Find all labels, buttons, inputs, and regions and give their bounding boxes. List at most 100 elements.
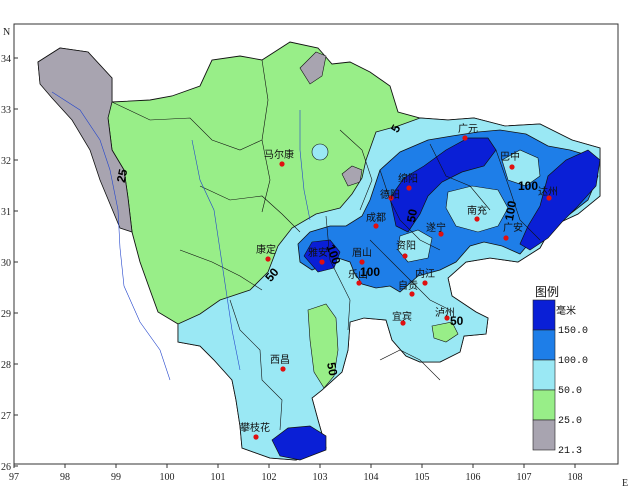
city-dot [474, 216, 480, 222]
contour-label: 100 [502, 199, 519, 221]
lat-tick-label: 30 [1, 258, 11, 269]
contour-label: 100 [323, 243, 343, 267]
city-dot [279, 161, 285, 167]
city-dot [503, 235, 509, 241]
lat-tick-label: 27 [1, 411, 11, 422]
city-dot [280, 366, 286, 372]
latitude-ticks: 34 33 32 31 30 29 28 27 26 [1, 54, 18, 473]
city-dot [444, 315, 450, 321]
city-label: 泸州 [435, 307, 455, 319]
lon-tick-label: 108 [568, 472, 583, 483]
city-label: 雅安 [308, 246, 328, 259]
city-label: 德阳 [380, 188, 400, 201]
city-dot [406, 185, 412, 191]
city-label: 成都 [366, 212, 386, 224]
city-dot [319, 259, 325, 265]
legend-label: 25.0 [558, 416, 582, 427]
city-label: 巴中 [500, 150, 520, 163]
lat-tick-label: 31 [1, 207, 11, 218]
contour-label: 25 [114, 167, 131, 183]
city-label: 西昌 [270, 354, 290, 366]
lat-tick-label: 34 [1, 54, 11, 65]
rivers [51, 91, 311, 381]
city-dot [400, 320, 406, 326]
legend-label: 100.0 [558, 356, 588, 367]
zone-green-island-southeast [431, 321, 459, 343]
city-label: 马尔康 [264, 148, 294, 161]
legend-swatch [532, 389, 556, 421]
city-label: 资阳 [396, 240, 416, 252]
longitude-ticks: 97 98 99 100 101 102 103 104 105 106 107 108 [9, 464, 583, 483]
city-label: 自贡 [398, 279, 418, 292]
lon-tick-label: 103 [313, 472, 328, 483]
zone-green-island-south [307, 303, 339, 389]
city-dot [359, 259, 365, 265]
city-label: 广安 [503, 221, 523, 234]
city-dot [265, 256, 271, 262]
legend-swatch [532, 359, 556, 391]
city-dot [356, 280, 362, 286]
contour-label: 50 [450, 314, 464, 328]
city-dot [388, 195, 394, 201]
city-label: 广元 [458, 123, 478, 135]
zone-gray-west [37, 47, 133, 233]
lat-tick-label: 33 [1, 105, 11, 116]
lon-tick-label: 98 [60, 472, 70, 483]
contour-label: 100 [360, 265, 380, 279]
zone-150-plus-yaan [303, 239, 341, 273]
city-label: 乐山 [348, 269, 368, 281]
lon-tick-label: 97 [9, 472, 19, 483]
lon-tick-label: 101 [211, 472, 226, 483]
zone-cyan-hole-bazhong [501, 149, 541, 187]
lon-tick-label: 100 [160, 472, 175, 483]
city-dot [409, 291, 415, 297]
lon-tick-label: 102 [262, 472, 277, 483]
lat-tick-label: 28 [1, 360, 11, 371]
city-label: 攀枝花 [240, 421, 270, 434]
zone-150-plus-north [389, 137, 497, 233]
lon-tick-label: 99 [111, 472, 121, 483]
zone-150-plus-south [271, 425, 327, 461]
legend-swatch [532, 329, 556, 361]
legend-title: 图例 [535, 285, 559, 299]
contour-label: 50 [404, 208, 420, 224]
legend-swatch [532, 419, 556, 451]
city-label: 宜宾 [392, 310, 412, 323]
legend-swatch [532, 299, 556, 331]
city-dot [438, 231, 444, 237]
zone-cyan-spot [311, 143, 329, 161]
legend-label: 21.3 [558, 446, 582, 457]
east-axis-letter: E [622, 478, 628, 489]
lon-tick-label: 106 [466, 472, 481, 483]
city-label: 康定 [256, 243, 276, 256]
city-label: 遂宁 [426, 221, 446, 234]
city-dot [422, 280, 428, 286]
city-label: 绵阳 [398, 172, 418, 185]
north-axis-letter: N [3, 27, 10, 38]
city-label: 南充 [467, 204, 487, 217]
city-dot [253, 434, 259, 440]
lon-tick-label: 104 [364, 472, 379, 483]
zone-cyan-hole-nanchong [445, 185, 509, 233]
city-label: 达州 [538, 186, 558, 198]
zone-150-plus-east [519, 149, 601, 251]
city-dot [546, 195, 552, 201]
legend-label: 150.0 [558, 326, 588, 337]
contour-label: 100 [518, 179, 538, 193]
city-label: 眉山 [352, 247, 372, 259]
lon-tick-label: 105 [415, 472, 430, 483]
city-dot [509, 164, 515, 170]
city-dot [462, 135, 468, 141]
city-dot [373, 223, 379, 229]
map-frame [13, 23, 619, 465]
lon-tick-label: 107 [517, 472, 532, 483]
zone-gray-small [341, 165, 363, 187]
lat-tick-label: 29 [1, 309, 11, 320]
legend-unit: 毫米 [556, 304, 576, 317]
zone-gray-north [299, 51, 327, 85]
county-boundaries [111, 59, 541, 431]
legend: 图例 毫米 150.0 100.0 50.0 25.0 21.3 [532, 285, 588, 457]
legend-label: 50.0 [558, 386, 582, 397]
